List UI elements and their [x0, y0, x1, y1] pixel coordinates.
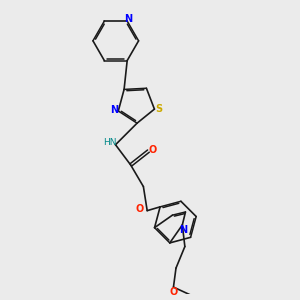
Text: O: O: [149, 145, 157, 155]
Text: N: N: [110, 105, 118, 115]
Text: S: S: [155, 104, 163, 114]
Text: O: O: [170, 287, 178, 297]
Text: N: N: [179, 224, 188, 235]
Text: O: O: [136, 204, 144, 214]
Text: HN: HN: [103, 138, 117, 147]
Text: N: N: [124, 14, 133, 24]
